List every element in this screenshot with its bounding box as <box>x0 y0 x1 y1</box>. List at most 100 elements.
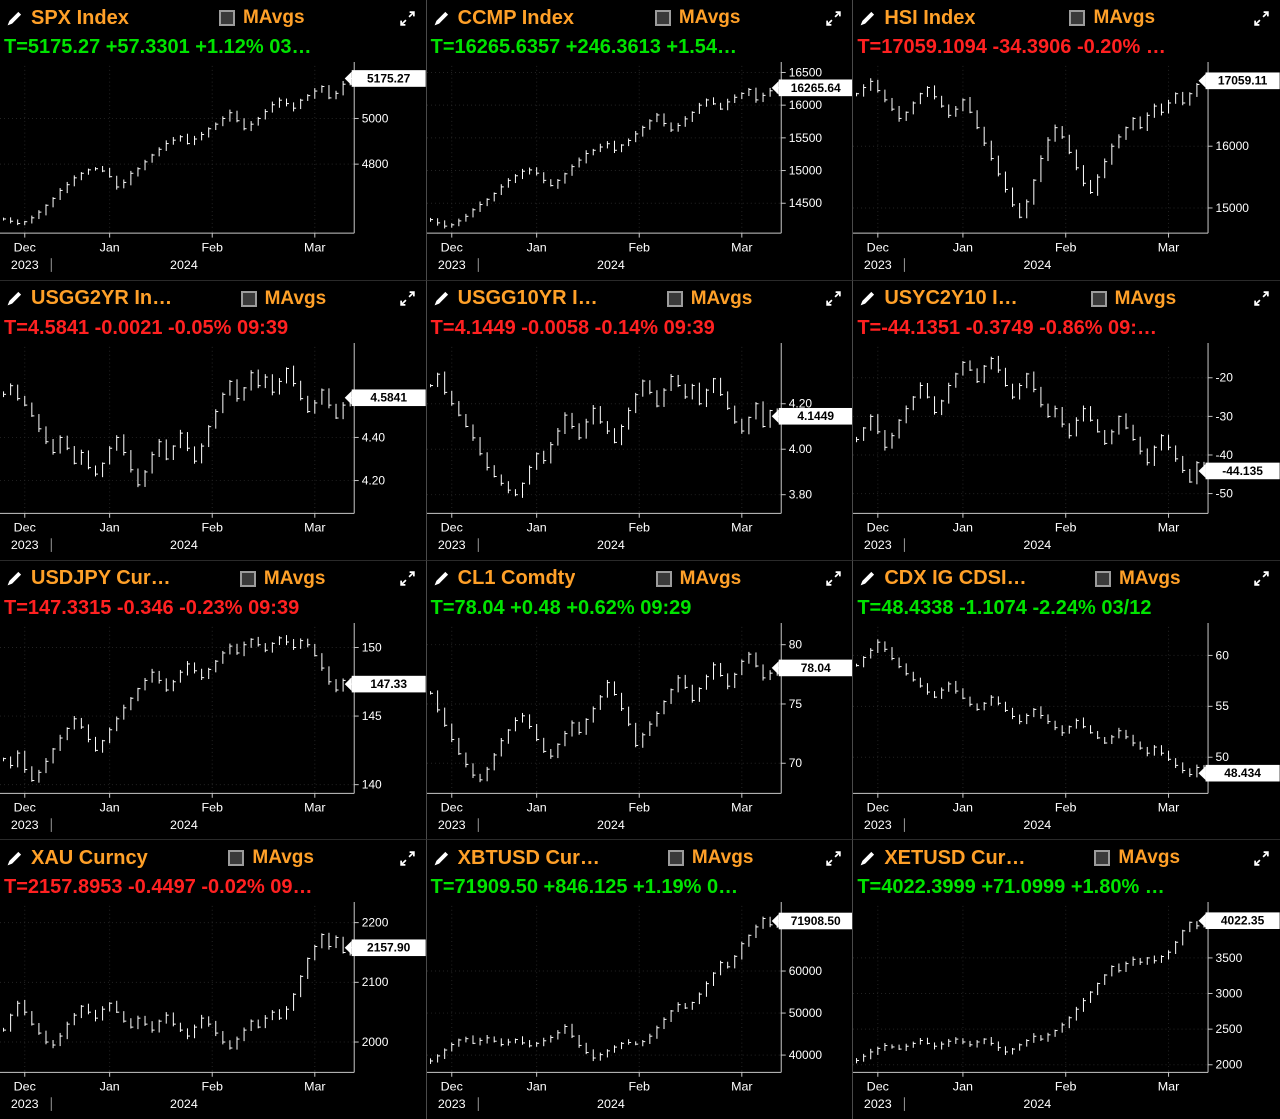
ticker-title[interactable]: XETUSD Cur… <box>884 846 1026 869</box>
svg-text:147.33: 147.33 <box>370 677 407 691</box>
mavgs-label[interactable]: MAvgs <box>1093 7 1156 28</box>
ticker-title[interactable]: SPX Index <box>31 6 129 29</box>
pencil-icon[interactable] <box>859 570 876 587</box>
ticker-title[interactable]: USGG10YR I… <box>457 287 598 310</box>
mavgs-label[interactable]: MAvgs <box>679 567 742 589</box>
ticker-title[interactable]: CL1 Comdty <box>457 567 576 589</box>
svg-text:2023: 2023 <box>438 818 466 832</box>
pencil-icon[interactable] <box>859 10 876 27</box>
ticker-title[interactable]: USDJPY Cur… <box>31 567 171 589</box>
mavgs-checkbox[interactable] <box>1090 290 1107 307</box>
expand-icon[interactable] <box>399 290 416 307</box>
mavgs-label[interactable]: MAvgs <box>242 7 305 28</box>
svg-text:Jan: Jan <box>526 520 546 534</box>
chart-panel: SPX Index MAvgs T=5175.27 +57.3301 +1.12… <box>0 0 427 280</box>
svg-text:2000: 2000 <box>362 1035 389 1049</box>
ticker-title[interactable]: XBTUSD Cur… <box>457 846 600 869</box>
price-chart[interactable]: 16500 16000 15500 15000 14500 Dec Jan Feb Mar 202… <box>426 62 853 280</box>
svg-text:Feb: Feb <box>628 800 650 814</box>
mavgs-label[interactable]: MAvgs <box>263 567 326 589</box>
price-chart[interactable]: 2200 2100 2000 Dec Jan Feb Mar 2023 2024 2157.90 <box>0 902 426 1119</box>
mavgs-checkbox[interactable] <box>1069 10 1086 26</box>
svg-text:-40: -40 <box>1216 448 1234 462</box>
pencil-icon[interactable] <box>433 850 450 867</box>
pencil-icon[interactable] <box>6 570 23 587</box>
pencil-icon[interactable] <box>433 570 450 587</box>
mavgs-checkbox[interactable] <box>666 290 683 307</box>
svg-text:-50: -50 <box>1216 486 1234 500</box>
price-chart[interactable]: 16000 15000 Dec Jan Feb Mar 2023 2024 17059.11 <box>853 62 1280 280</box>
price-chart[interactable]: 3500 3000 2500 2000 Dec Jan Feb Mar 2023 2024 4022… <box>853 902 1280 1119</box>
pencil-icon[interactable] <box>859 290 876 307</box>
ticker-title[interactable]: USYC2Y10 I… <box>884 287 1018 310</box>
expand-icon[interactable] <box>1253 290 1270 307</box>
expand-icon[interactable] <box>825 10 842 27</box>
price-chart[interactable]: 4.20 4.00 3.80 Dec Jan Feb Mar 2023 2024 4.1449 <box>426 342 853 560</box>
pencil-icon[interactable] <box>6 290 23 307</box>
price-chart[interactable]: 60 55 50 Dec Jan Feb Mar 2023 2024 48.434 <box>853 622 1280 840</box>
price-chart[interactable]: 4.40 4.20 Dec Jan Feb Mar 2023 2024 4.5841 <box>0 342 426 560</box>
mavgs-label[interactable]: MAvgs <box>1118 847 1181 869</box>
price-chart[interactable]: 150 145 140 Dec Jan Feb Mar 2023 2024 147.33 <box>0 622 426 840</box>
mavgs-checkbox[interactable] <box>655 570 672 587</box>
mavgs-label[interactable]: MAvgs <box>264 287 327 309</box>
mavgs-checkbox[interactable] <box>1094 850 1111 867</box>
svg-text:2024: 2024 <box>1024 818 1052 832</box>
pencil-icon[interactable] <box>6 10 23 27</box>
mavgs-checkbox[interactable] <box>239 570 256 587</box>
svg-text:4.1449: 4.1449 <box>797 409 834 423</box>
quote-line: T=-44.1351 -0.3749 -0.86% 09:… <box>857 316 1157 339</box>
expand-icon[interactable] <box>1253 850 1270 867</box>
svg-text:75: 75 <box>788 697 802 711</box>
mavgs-label[interactable]: MAvgs <box>690 287 753 309</box>
svg-text:Mar: Mar <box>1158 520 1180 534</box>
mavgs-label[interactable]: MAvgs <box>252 847 314 869</box>
expand-icon[interactable] <box>825 850 842 867</box>
svg-text:Feb: Feb <box>1055 800 1077 814</box>
mavgs-checkbox[interactable] <box>1094 570 1111 587</box>
quote-line: T=71909.50 +846.125 +1.19% 0… <box>430 876 739 899</box>
expand-icon[interactable] <box>399 10 416 27</box>
price-chart[interactable]: 60000 50000 40000 Dec Jan Feb Mar 2023 2024 71908… <box>426 902 853 1119</box>
price-chart[interactable]: -20 -30 -40 -50 Dec Jan Feb Mar 2023 2024 -44.135 <box>853 342 1280 560</box>
expand-icon[interactable] <box>1253 570 1270 587</box>
mavgs-label[interactable]: MAvgs <box>678 7 741 28</box>
svg-text:Jan: Jan <box>526 240 546 254</box>
pencil-icon[interactable] <box>859 850 876 867</box>
price-chart[interactable]: 80 75 70 Dec Jan Feb Mar 2023 2024 78.04 <box>426 622 853 840</box>
svg-text:2023: 2023 <box>11 538 39 552</box>
svg-text:2023: 2023 <box>11 1097 39 1111</box>
svg-text:Jan: Jan <box>100 1080 120 1094</box>
mavgs-checkbox[interactable] <box>218 10 235 26</box>
ticker-title[interactable]: USGG2YR In… <box>31 287 173 310</box>
pencil-icon[interactable] <box>6 850 23 867</box>
panel-header: USYC2Y10 I… MAvgs <box>853 281 1280 314</box>
ticker-title[interactable]: CDX IG CDSI… <box>884 567 1027 589</box>
mavgs-checkbox[interactable] <box>228 850 245 867</box>
expand-icon[interactable] <box>1253 10 1270 27</box>
price-chart[interactable]: 5000 4800 Dec Jan Feb Mar 2023 2024 5175.27 <box>0 62 426 280</box>
svg-text:Mar: Mar <box>304 520 325 534</box>
expand-icon[interactable] <box>399 850 416 867</box>
mavgs-label[interactable]: MAvgs <box>1114 287 1177 309</box>
mavgs-checkbox[interactable] <box>667 850 684 867</box>
mavgs-checkbox[interactable] <box>654 10 671 26</box>
ticker-title[interactable]: CCMP Index <box>457 6 574 29</box>
svg-text:Jan: Jan <box>100 520 120 534</box>
ticker-title[interactable]: HSI Index <box>884 6 976 29</box>
svg-text:140: 140 <box>362 777 382 791</box>
ticker-title[interactable]: XAU Curncy <box>31 846 148 869</box>
svg-text:Feb: Feb <box>628 520 650 534</box>
svg-text:Dec: Dec <box>14 800 36 814</box>
quote-line: T=4022.3999 +71.0999 +1.80% … <box>857 876 1165 899</box>
expand-icon[interactable] <box>825 290 842 307</box>
svg-text:80: 80 <box>788 637 802 651</box>
expand-icon[interactable] <box>825 570 842 587</box>
mavgs-checkbox[interactable] <box>240 290 257 307</box>
pencil-icon[interactable] <box>433 290 450 307</box>
mavgs-label[interactable]: MAvgs <box>1118 567 1181 589</box>
chart-panel: USGG10YR I… MAvgs T=4.1449 -0.0058 -0.14… <box>426 279 854 560</box>
expand-icon[interactable] <box>399 570 416 587</box>
mavgs-label[interactable]: MAvgs <box>691 847 754 869</box>
pencil-icon[interactable] <box>433 10 450 27</box>
